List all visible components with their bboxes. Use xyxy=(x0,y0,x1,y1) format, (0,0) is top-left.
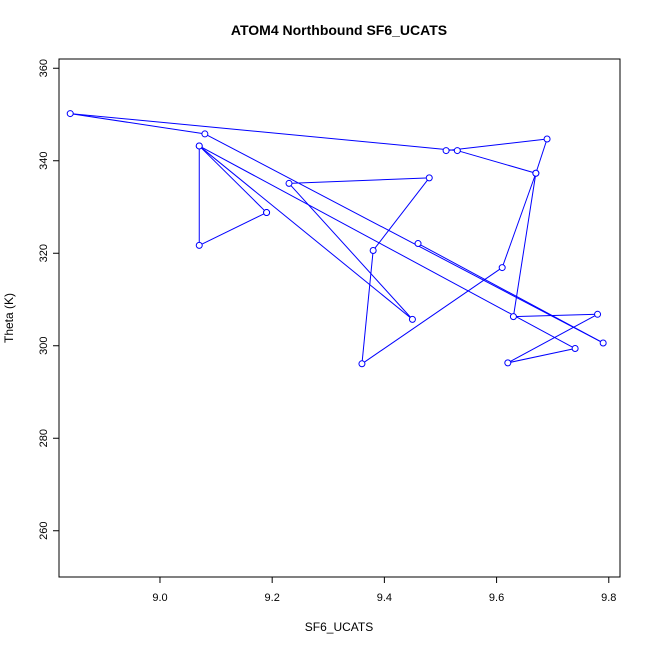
x-tick-label: 9.8 xyxy=(601,592,616,604)
series-line-segment xyxy=(198,145,267,213)
x-axis: 9.0 9.2 9.4 9.6 9.8 xyxy=(152,577,616,604)
series-line-segment xyxy=(361,267,503,365)
series-line-segment xyxy=(70,113,458,152)
x-tick-label: 9.4 xyxy=(377,592,392,604)
series-line-segment xyxy=(199,212,267,246)
y-tick-label: 360 xyxy=(38,59,50,77)
series-line-segment xyxy=(501,173,537,268)
series-line-segment xyxy=(70,113,205,135)
data-point xyxy=(453,147,461,155)
y-tick-label: 320 xyxy=(38,244,50,262)
data-point xyxy=(532,169,540,177)
series-line-segment xyxy=(372,177,430,251)
x-tick-label: 9.2 xyxy=(265,592,280,604)
data-point xyxy=(358,360,366,368)
data-point xyxy=(195,142,203,150)
y-tick-label: 340 xyxy=(38,152,50,170)
y-tick-label: 300 xyxy=(38,337,50,355)
series-line-segment xyxy=(417,243,604,344)
series-line-segment xyxy=(204,133,604,344)
series-line-segment xyxy=(288,183,413,320)
data-point xyxy=(414,240,422,248)
series-line-segment xyxy=(446,138,548,152)
data-point xyxy=(543,135,551,143)
x-axis-label: SF6_UCATS xyxy=(305,620,373,634)
data-point xyxy=(285,179,293,187)
data-point xyxy=(408,315,416,323)
chart-title: ATOM4 Northbound SF6_UCATS xyxy=(231,22,447,38)
data-point xyxy=(594,310,602,318)
data-point xyxy=(195,241,203,249)
x-tick-label: 9.6 xyxy=(489,592,504,604)
data-point xyxy=(442,147,450,155)
series-line-segment xyxy=(507,348,576,364)
data-point xyxy=(509,313,517,321)
y-axis: 260 280 300 320 340 360 xyxy=(38,59,59,540)
data-point xyxy=(504,359,512,367)
data-point xyxy=(263,209,271,217)
data-point xyxy=(571,345,579,353)
series-line-segment xyxy=(512,173,537,317)
series-layer xyxy=(66,110,607,368)
y-tick-label: 260 xyxy=(38,522,50,540)
series-line-segment xyxy=(535,138,548,174)
data-point xyxy=(599,339,607,347)
series-line-segment xyxy=(513,313,598,318)
data-point xyxy=(425,174,433,182)
data-point xyxy=(201,130,209,138)
data-point xyxy=(369,246,377,254)
plot-frame xyxy=(58,58,621,578)
series-line-segment xyxy=(457,150,536,174)
series-line-segment xyxy=(198,145,413,320)
series-line-segment xyxy=(361,250,374,364)
data-point xyxy=(66,110,74,118)
y-tick-label: 280 xyxy=(38,429,50,447)
series-line-segment xyxy=(507,313,598,364)
series-line-segment xyxy=(288,177,430,184)
data-point xyxy=(498,264,506,272)
y-axis-label: Theta (K) xyxy=(2,293,16,343)
x-tick-label: 9.0 xyxy=(152,592,167,604)
